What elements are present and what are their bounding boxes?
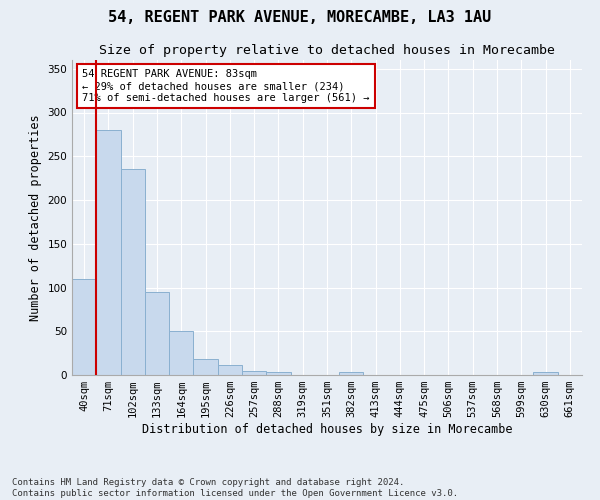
Y-axis label: Number of detached properties: Number of detached properties (29, 114, 42, 321)
X-axis label: Distribution of detached houses by size in Morecambe: Distribution of detached houses by size … (142, 423, 512, 436)
Title: Size of property relative to detached houses in Morecambe: Size of property relative to detached ho… (99, 44, 555, 58)
Bar (96, 130, 121, 375)
Bar (145, 292, 169, 375)
Bar (121, 170, 145, 375)
Text: Contains HM Land Registry data © Crown copyright and database right 2024.
Contai: Contains HM Land Registry data © Crown c… (12, 478, 458, 498)
Bar (193, 359, 218, 375)
Text: 54 REGENT PARK AVENUE: 83sqm
← 29% of detached houses are smaller (234)
71% of s: 54 REGENT PARK AVENUE: 83sqm ← 29% of de… (82, 70, 370, 102)
Text: 54, REGENT PARK AVENUE, MORECAMBE, LA3 1AU: 54, REGENT PARK AVENUE, MORECAMBE, LA3 1… (109, 10, 491, 25)
Bar (533, 372, 558, 375)
Bar (266, 372, 290, 375)
Bar (72, 279, 96, 375)
Bar (339, 372, 364, 375)
Bar (218, 366, 242, 375)
Bar (169, 331, 193, 375)
Bar (242, 370, 266, 375)
